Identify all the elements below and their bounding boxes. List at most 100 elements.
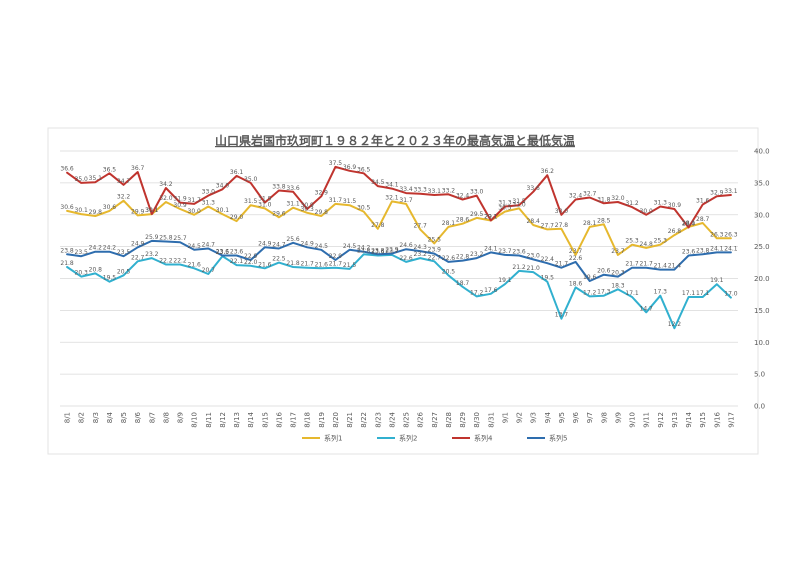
x-tick-label: 8/25 <box>403 412 411 428</box>
x-tick-label: 9/9 <box>614 412 622 423</box>
data-label: 32.1 <box>385 194 399 201</box>
data-label: 31.7 <box>329 197 343 204</box>
data-label: 17.2 <box>583 289 597 296</box>
x-tick-label: 9/16 <box>713 411 721 427</box>
data-label: 30.5 <box>498 205 512 212</box>
data-label: 22.2 <box>173 257 187 264</box>
data-label: 31.3 <box>654 199 668 206</box>
data-label: 22.1 <box>230 258 244 265</box>
legend-label: 系列2 <box>399 434 417 443</box>
data-label: 17.0 <box>724 291 738 298</box>
data-label: 23.5 <box>216 249 230 256</box>
data-label: 19.5 <box>541 275 555 282</box>
data-label: 23.7 <box>498 248 512 255</box>
series-line-系列2 <box>66 253 732 330</box>
data-label: 29.8 <box>315 209 329 216</box>
data-label: 27.8 <box>555 222 569 229</box>
data-label: 23.6 <box>216 249 230 256</box>
data-label: 31.5 <box>343 198 357 205</box>
y-tick-label: 40.0 <box>754 148 770 156</box>
data-label: 21.7 <box>625 261 639 268</box>
x-tick-label: 8/3 <box>92 412 100 423</box>
x-tick-label: 8/10 <box>191 412 199 428</box>
x-tick-label: 9/13 <box>671 412 679 428</box>
data-label: 21.8 <box>286 260 300 267</box>
data-label: 22.6 <box>399 255 413 262</box>
x-tick-label: 8/26 <box>417 411 425 427</box>
data-label: 32.9 <box>315 189 329 196</box>
data-label: 23.5 <box>75 249 89 256</box>
data-label: 24.5 <box>343 243 357 250</box>
x-tick-label: 9/10 <box>629 412 637 428</box>
data-label: 23.2 <box>414 251 428 258</box>
x-tick-label: 8/18 <box>304 412 312 428</box>
x-tick-label: 8/8 <box>162 412 170 423</box>
data-label: 23.8 <box>357 247 371 254</box>
data-label: 30.0 <box>555 208 569 215</box>
data-label: 32.2 <box>117 194 131 201</box>
x-tick-label: 8/1 <box>64 412 72 423</box>
x-tick-label: 8/16 <box>275 411 283 427</box>
data-label: 36.9 <box>343 164 357 171</box>
series-line-系列5 <box>66 239 732 282</box>
data-label: 28.4 <box>527 218 541 225</box>
y-tick-label: 5.0 <box>754 371 765 379</box>
data-label: 32.7 <box>583 191 597 198</box>
data-label: 30.1 <box>145 207 159 214</box>
data-label: 23.2 <box>145 251 159 258</box>
data-label: 29.9 <box>131 208 145 215</box>
chart-title: 山口県岩国市玖珂町１９８２年と２０２３年の最高気温と最低気温 <box>215 133 575 148</box>
x-tick-label: 8/13 <box>233 412 241 428</box>
data-label: 23.6 <box>371 249 385 256</box>
data-label: 25.8 <box>159 235 173 242</box>
x-tick-label: 8/9 <box>177 412 185 423</box>
data-label: 24.2 <box>89 245 103 252</box>
data-label: 22.2 <box>159 257 173 264</box>
data-label: 31.2 <box>625 200 639 207</box>
data-label: 34.1 <box>385 182 399 189</box>
data-label: 35.1 <box>89 175 103 182</box>
data-label: 35.0 <box>75 176 89 183</box>
chart-area <box>47 127 759 455</box>
y-tick-label: 30.0 <box>754 211 770 219</box>
legend-label: 系列4 <box>474 434 493 443</box>
data-label: 12.2 <box>668 321 682 328</box>
data-label: 30.9 <box>301 202 315 209</box>
data-label: 33.3 <box>414 187 428 194</box>
data-label: 13.7 <box>555 312 569 319</box>
x-tick-label: 8/28 <box>445 412 453 428</box>
data-label: 32.4 <box>569 192 583 199</box>
data-label: 18.6 <box>569 280 583 287</box>
data-label: 34.2 <box>159 181 173 188</box>
data-label: 24.6 <box>399 242 413 249</box>
data-label: 23.7 <box>611 248 625 255</box>
x-tick-label: 9/4 <box>544 411 552 423</box>
data-label: 23.6 <box>682 249 696 256</box>
data-label: 31.5 <box>244 198 258 205</box>
x-tick-label: 8/14 <box>247 411 255 427</box>
data-label: 29.6 <box>272 210 286 217</box>
data-label: 22.0 <box>244 259 258 266</box>
x-tick-label: 9/12 <box>657 412 665 428</box>
data-label: 24.1 <box>484 245 498 252</box>
y-axis: 0.0 5.0 10.0 15.0 20.0 25.0 30.0 35.0 40.0 <box>754 148 770 411</box>
series-line-系列4 <box>66 165 732 229</box>
data-label: 28.0 <box>682 221 696 228</box>
data-label: 24.2 <box>103 245 117 252</box>
data-label: 21.0 <box>527 265 541 272</box>
data-label: 30.9 <box>173 202 187 209</box>
data-label: 22.7 <box>131 254 145 261</box>
y-tick-label: 15.0 <box>754 307 770 315</box>
data-label: 26.3 <box>724 231 738 238</box>
data-label: 28.1 <box>583 220 597 227</box>
data-label: 30.1 <box>145 207 159 214</box>
data-label: 33.2 <box>442 187 456 194</box>
x-tick-label: 9/8 <box>600 412 608 423</box>
data-label: 36.1 <box>230 169 244 176</box>
data-label: 29.8 <box>89 209 103 216</box>
data-label: 24.7 <box>272 242 286 249</box>
data-label: 31.7 <box>188 197 202 204</box>
data-label: 23.9 <box>428 247 442 254</box>
data-label: 23.8 <box>60 247 74 254</box>
data-label: 32.0 <box>611 195 625 202</box>
